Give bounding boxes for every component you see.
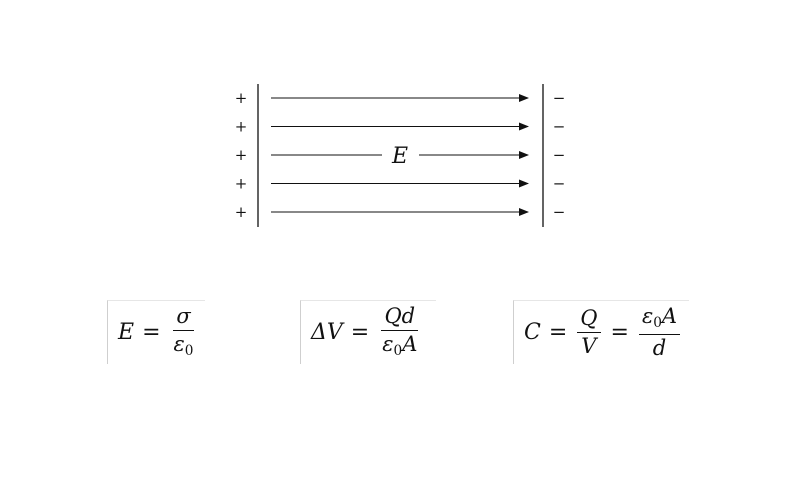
- eq-capacitance-equals-2: =: [610, 319, 629, 345]
- epsilon-subscript: 0: [184, 343, 194, 360]
- eq-capacitance-lhs: C: [524, 319, 541, 345]
- positive-charge-sign: +: [235, 203, 248, 221]
- eq-potential-numerator: Qd: [381, 305, 419, 332]
- negative-charge-sign: −: [553, 118, 566, 136]
- capacitor-diagram: + − + − + − + − + − E: [235, 84, 566, 227]
- positive-charge-sign: +: [235, 146, 248, 164]
- negative-charge-sign: −: [553, 89, 566, 107]
- eq-field-fraction: σ ε0: [171, 305, 197, 359]
- eq-field-denominator: ε0: [171, 331, 197, 359]
- eq-capacitance-numerator-1: Q: [577, 306, 601, 333]
- field-label: E: [391, 144, 408, 169]
- eq-capacitance-denominator-2: d: [652, 335, 667, 360]
- positive-charge-sign: +: [235, 118, 248, 136]
- equation-field: E = σ ε0: [118, 305, 198, 359]
- epsilon-symbol: ε: [173, 332, 185, 357]
- equation-box-field: E = σ ε0: [107, 300, 205, 364]
- eq-capacitance-numerator-2: ε0A: [638, 304, 681, 335]
- eq-potential-denominator: ε0A: [379, 331, 420, 359]
- eq-field-equals: =: [142, 319, 161, 345]
- eq-field-numerator: σ: [173, 305, 194, 332]
- eq-potential-fraction: Qd ε0A: [379, 305, 420, 359]
- eq-capacitance-denominator-1: V: [581, 333, 597, 358]
- eq-capacitance-equals: =: [548, 319, 568, 345]
- equation-potential: ΔV = Qd ε0A: [311, 305, 422, 359]
- negative-charge-sign: −: [553, 175, 566, 193]
- eq-field-lhs: E: [118, 319, 135, 345]
- epsilon-subscript: 0: [653, 315, 662, 332]
- equation-box-potential: ΔV = Qd ε0A: [300, 300, 436, 364]
- equation-capacitance: C = Q V = ε0A d: [524, 305, 682, 359]
- eq-capacitance-fraction-1: Q V: [577, 306, 601, 358]
- epsilon-symbol: ε: [641, 304, 654, 329]
- eq-capacitance-fraction-2: ε0A d: [638, 304, 681, 360]
- area-symbol: A: [661, 304, 678, 329]
- negative-charge-sign: −: [553, 146, 566, 164]
- area-symbol: A: [402, 332, 418, 357]
- positive-charge-sign: +: [235, 89, 248, 107]
- negative-charge-sign: −: [553, 203, 566, 221]
- epsilon-subscript: 0: [393, 343, 403, 360]
- positive-charge-sign: +: [235, 175, 248, 193]
- epsilon-symbol: ε: [382, 332, 394, 357]
- equation-box-capacitance: C = Q V = ε0A d: [513, 300, 689, 364]
- eq-potential-equals: =: [350, 319, 370, 345]
- eq-potential-lhs: ΔV: [311, 319, 343, 345]
